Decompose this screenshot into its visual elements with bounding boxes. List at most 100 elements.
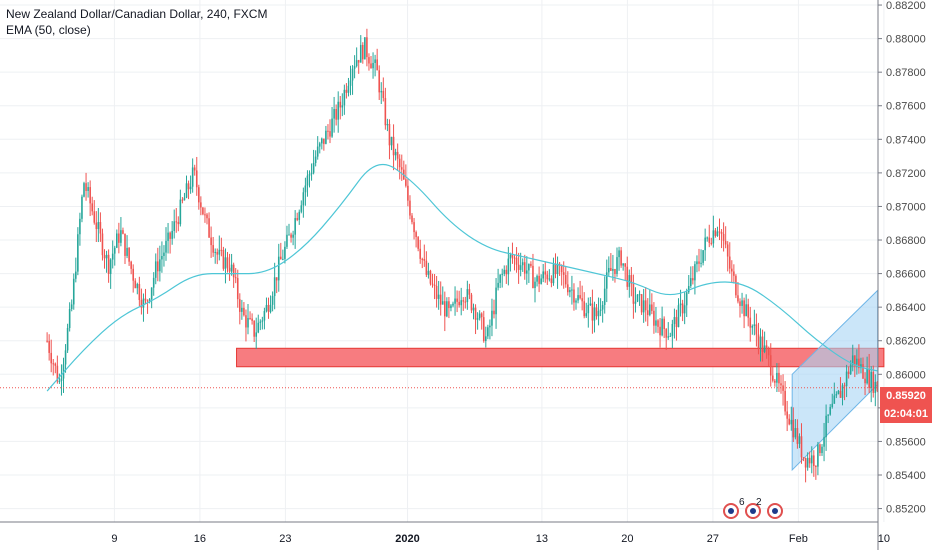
candle-up xyxy=(179,199,182,225)
candle-down xyxy=(407,185,409,201)
candle-down xyxy=(728,256,731,269)
candle-down xyxy=(513,257,516,259)
candle-down xyxy=(480,313,483,318)
candle-up xyxy=(507,258,510,275)
candle-up xyxy=(790,419,793,425)
support-zone-rect xyxy=(236,347,885,368)
candle-up xyxy=(183,197,186,201)
candle-down xyxy=(757,334,760,349)
candle-up xyxy=(255,332,258,337)
candle-up xyxy=(685,292,688,306)
candle-down xyxy=(708,237,711,243)
candle-up xyxy=(827,414,829,416)
candle-down xyxy=(54,363,57,366)
candle-down xyxy=(739,301,741,306)
candle-up xyxy=(745,304,747,317)
candle-down xyxy=(419,248,422,259)
candle-up xyxy=(321,138,323,144)
candle-up xyxy=(298,211,301,220)
candle-down xyxy=(124,233,126,256)
candle-up xyxy=(460,300,463,306)
candle-up xyxy=(343,89,346,106)
candle-down xyxy=(474,307,477,320)
candle-down xyxy=(626,266,629,287)
candle-up xyxy=(450,305,452,309)
candle-up xyxy=(823,437,825,447)
candle-up xyxy=(224,257,227,269)
candle-up xyxy=(841,385,844,398)
y-tick-label: 0.87000 xyxy=(886,201,926,213)
x-tick-label: 16 xyxy=(194,533,206,545)
candle-down xyxy=(169,232,171,239)
economic-event-icon[interactable] xyxy=(745,503,761,519)
candle-down xyxy=(663,318,665,329)
candle-up xyxy=(702,250,704,263)
candle-down xyxy=(249,317,251,319)
candle-up xyxy=(75,271,77,279)
candle-down xyxy=(761,336,764,352)
candle-down xyxy=(681,303,684,314)
y-tick-label: 0.86800 xyxy=(886,235,926,247)
economic-event-icon[interactable] xyxy=(723,503,739,519)
candle-up xyxy=(694,264,696,281)
candle-down xyxy=(175,221,178,223)
candle-down xyxy=(93,211,96,223)
candle-up xyxy=(491,310,493,326)
candle-down xyxy=(417,237,419,249)
candle-up xyxy=(163,252,165,256)
candle-up xyxy=(499,274,501,283)
candle-up xyxy=(294,218,296,235)
candle-down xyxy=(128,247,130,262)
candle-down xyxy=(157,261,159,272)
y-tick-label: 0.87600 xyxy=(886,101,926,113)
candle-down xyxy=(720,232,723,234)
candle-down xyxy=(544,271,547,275)
candle-up xyxy=(687,286,690,293)
candle-up xyxy=(70,304,73,309)
candle-up xyxy=(519,265,522,270)
candle-up xyxy=(64,350,67,365)
candle-up xyxy=(347,85,350,93)
candle-down xyxy=(251,318,253,321)
y-tick-label: 0.87800 xyxy=(886,67,926,79)
candle-down xyxy=(560,265,563,273)
candle-up xyxy=(159,259,161,272)
candle-down xyxy=(425,260,428,275)
y-tick-label: 0.87400 xyxy=(886,134,926,146)
candle-down xyxy=(726,244,729,257)
candle-down xyxy=(505,269,508,275)
candle-down xyxy=(296,218,299,220)
y-tick-label: 0.86200 xyxy=(886,336,926,348)
candle-up xyxy=(284,246,286,259)
candle-down xyxy=(653,310,655,326)
candle-down xyxy=(409,200,411,216)
indicator-label[interactable]: EMA (50, close) xyxy=(6,23,91,37)
candle-up xyxy=(165,240,167,253)
candle-up xyxy=(548,278,551,280)
candle-down xyxy=(204,214,206,216)
candle-up xyxy=(247,317,249,328)
candle-down xyxy=(122,230,124,234)
candle-down xyxy=(376,59,378,71)
last-price-tag: 0.85920 xyxy=(880,387,932,405)
candle-up xyxy=(150,287,153,300)
candle-down xyxy=(737,295,739,302)
candle-down xyxy=(48,340,50,353)
candle-down xyxy=(630,275,633,284)
candle-up xyxy=(257,322,260,333)
candle-down xyxy=(370,63,372,69)
candle-up xyxy=(282,258,284,260)
candle-down xyxy=(749,317,752,328)
candle-down xyxy=(769,355,772,376)
candle-up xyxy=(263,311,266,321)
candle-up xyxy=(261,320,264,322)
candle-down xyxy=(579,295,581,299)
candle-up xyxy=(845,371,848,387)
symbol-title[interactable]: New Zealand Dollar/Canadian Dollar, 240,… xyxy=(6,7,268,21)
candle-down xyxy=(808,457,811,464)
economic-event-icon[interactable] xyxy=(767,503,783,519)
candle-down xyxy=(435,285,438,299)
candle-up xyxy=(446,301,448,317)
candle-up xyxy=(817,444,819,467)
